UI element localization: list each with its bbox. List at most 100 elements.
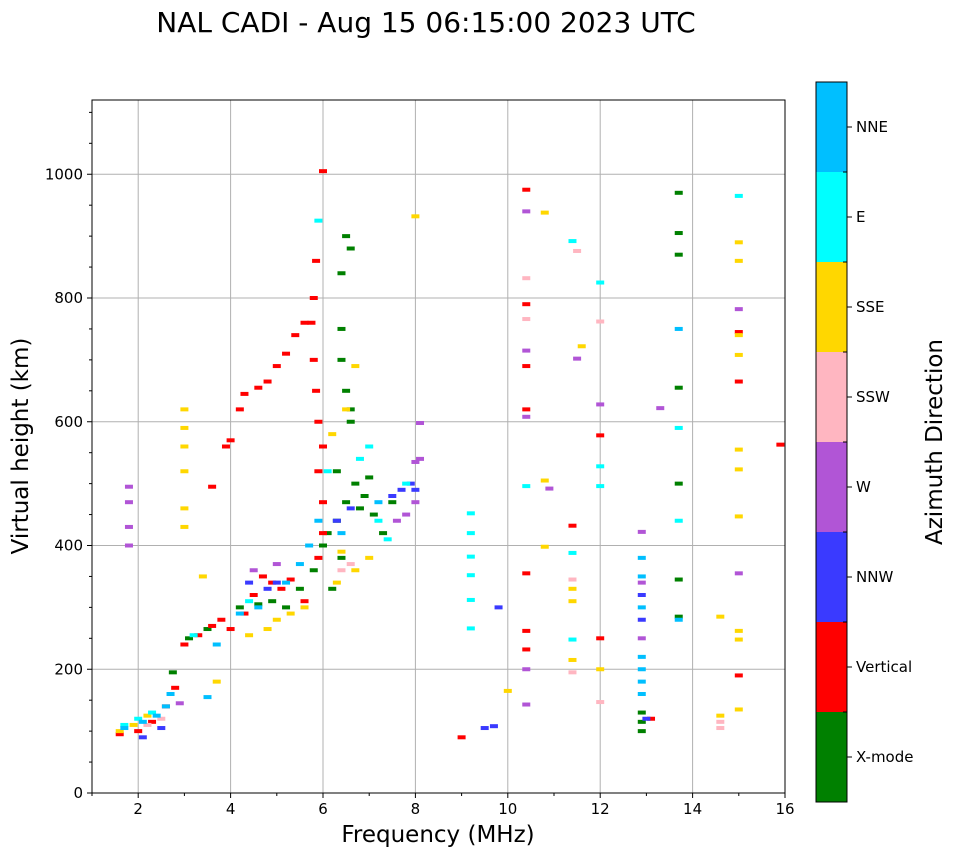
data-point: [180, 642, 189, 647]
data-point: [716, 726, 725, 731]
data-point: [295, 586, 304, 591]
colorbar-label: Azimuth Direction: [922, 339, 948, 545]
data-point: [411, 214, 420, 219]
y-tick-label: 400: [54, 537, 83, 555]
data-point: [596, 667, 605, 672]
data-point: [674, 614, 683, 619]
data-point: [272, 580, 281, 585]
data-point: [134, 716, 143, 721]
data-point: [157, 716, 166, 721]
data-point: [522, 484, 531, 489]
data-point: [637, 636, 646, 641]
data-point: [466, 511, 475, 516]
colorbar-swatch: [816, 532, 847, 622]
data-point: [411, 500, 420, 505]
data-point: [185, 636, 194, 641]
data-point: [346, 246, 355, 251]
colorbar-tick-label: X-mode: [856, 748, 913, 766]
data-point: [540, 478, 549, 483]
data-point: [240, 611, 249, 616]
data-point: [734, 571, 743, 576]
data-point: [351, 364, 360, 369]
colorbar-swatch: [816, 262, 847, 352]
data-point: [124, 484, 133, 489]
data-point: [637, 667, 646, 672]
data-point: [637, 574, 646, 579]
y-tick-label: 200: [54, 660, 83, 678]
data-point: [254, 602, 263, 607]
data-point: [337, 357, 346, 362]
plot-frame: [91, 99, 786, 794]
data-point: [235, 605, 244, 610]
data-point: [540, 544, 549, 549]
data-point: [337, 549, 346, 554]
data-point: [342, 388, 351, 393]
data-point: [596, 636, 605, 641]
data-point: [522, 414, 531, 419]
data-point: [365, 555, 374, 560]
data-point: [249, 593, 258, 597]
data-point: [337, 326, 346, 331]
colorbar-tick-label: SSE: [856, 298, 885, 316]
data-point: [152, 713, 161, 718]
data-point: [568, 523, 577, 528]
y-tick-label: 800: [54, 289, 83, 307]
colorbar-swatch: [816, 442, 847, 532]
data-point: [457, 735, 466, 740]
data-point: [208, 484, 217, 489]
data-point: [314, 555, 323, 560]
data-point: [263, 379, 272, 384]
data-point: [286, 611, 295, 616]
data-point: [568, 657, 577, 662]
data-point: [115, 732, 124, 737]
data-point: [328, 586, 337, 591]
data-point: [124, 500, 133, 505]
data-point: [522, 302, 531, 307]
data-point: [637, 529, 646, 534]
data-point: [545, 486, 554, 491]
data-point: [198, 574, 207, 579]
data-point: [314, 218, 323, 223]
data-point: [776, 442, 785, 447]
data-point: [346, 407, 355, 412]
x-tick-label: 10: [498, 800, 517, 818]
x-tick-label: 2: [133, 800, 143, 818]
data-point: [674, 577, 683, 582]
data-point: [734, 514, 743, 519]
data-point: [189, 633, 198, 638]
colorbar: X-mode Vertical NNW W SSW SSE E NNE: [815, 81, 913, 803]
data-point: [328, 432, 337, 437]
data-point: [180, 469, 189, 474]
data-point: [124, 543, 133, 548]
data-point: [351, 481, 360, 486]
data-point: [332, 469, 341, 474]
data-point: [148, 719, 157, 724]
data-point: [734, 447, 743, 452]
data-point: [346, 562, 355, 567]
data-point: [120, 722, 129, 727]
data-point: [332, 518, 341, 523]
data-point: [568, 599, 577, 604]
data-point: [332, 580, 341, 585]
data-point: [596, 402, 605, 407]
data-point: [734, 333, 743, 338]
data-point: [212, 642, 221, 647]
data-point: [337, 555, 346, 560]
data-point: [138, 719, 147, 724]
data-point: [240, 391, 249, 396]
data-point: [180, 407, 189, 412]
data-point: [263, 627, 272, 632]
data-point: [674, 326, 683, 331]
colorbar-tick-label: SSW: [856, 388, 890, 406]
colorbar-tick-label: NNE: [856, 118, 888, 136]
data-point: [268, 580, 277, 585]
data-point: [674, 385, 683, 390]
data-point: [637, 580, 646, 585]
data-point: [337, 568, 346, 573]
data-point: [734, 467, 743, 472]
data-point: [734, 307, 743, 312]
data-point: [217, 617, 226, 622]
x-axis-label: Frequency (MHz): [341, 822, 534, 848]
data-point: [295, 562, 304, 567]
